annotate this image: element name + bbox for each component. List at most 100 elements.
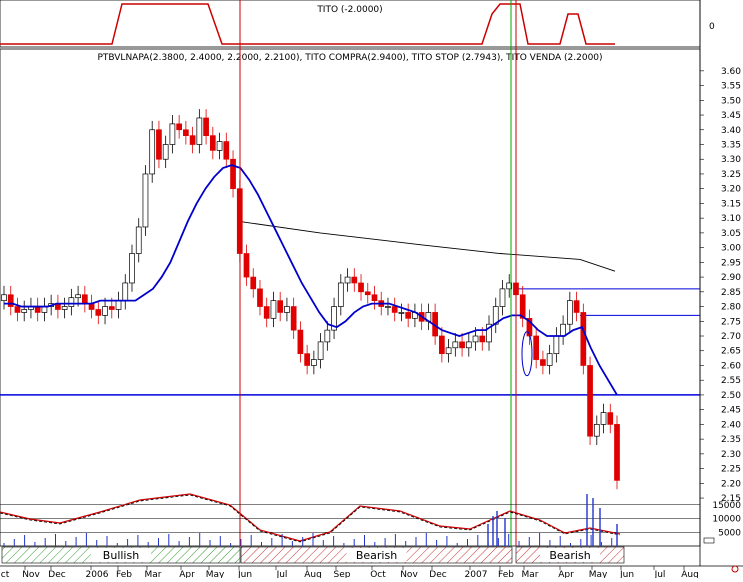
time-tick-label: Apr [558,570,574,578]
candle-up [324,329,331,343]
candle-down [573,300,580,313]
time-tick-label: May [206,570,225,578]
price-tick-label: 3.45 [721,111,741,121]
price-tick-label: 3.05 [721,229,741,239]
price-tick-label: 3.30 [721,155,741,165]
candle-down [405,312,412,319]
price-tick-label: 2.35 [721,435,741,445]
candle-down [540,359,546,366]
candle-down [263,306,270,319]
time-tick-label: Feb [498,570,514,578]
scroll-icon [703,537,715,544]
candle-down [607,412,614,425]
pattern-ellipse [521,331,533,377]
tito-line [0,3,615,45]
price-tick-label: 2.50 [721,391,741,401]
candle-up [75,294,81,299]
time-tick-label: Aug [681,570,699,578]
price-tick-label: 2.95 [721,258,741,268]
price-tick-label: 3.15 [721,199,741,209]
candle-down [364,291,371,296]
time-tick-label: Mar [145,570,162,578]
candle-up [169,123,176,145]
price-tick-label: 2.45 [721,406,741,416]
candle-down [479,335,486,343]
regime-label: Bearish [356,549,397,562]
time-tick-label: 2007 [465,570,488,578]
price-tick-label: 3.35 [721,140,741,150]
candle-up [486,323,492,343]
volume-tick-label: 15000 [712,501,741,511]
price-tick-label: 3.40 [721,126,741,136]
price-tick-label: 2.90 [721,273,741,283]
candle-down [176,123,182,131]
oscillator-line [0,493,621,542]
candle-down [580,312,587,366]
price-tick-label: 2.25 [721,465,741,475]
candle-up [61,306,68,310]
candle-up [216,141,223,151]
candle-down [7,294,14,307]
time-tick-label: ct [1,570,10,578]
candle-up [196,117,203,145]
time-tick-label: Feb [116,570,132,578]
candle-down [183,129,189,137]
regime-label-bg [346,548,407,562]
candle-up [465,341,472,349]
candle-down [257,288,263,307]
price-tick-label: 2.60 [721,361,741,371]
time-tick-label: Mar [522,570,539,578]
candle-down [203,117,209,137]
candle-up [600,412,607,425]
price-panel: PTBVLNAPA(2.3800, 2.4000, 2.2000, 2.2100… [97,53,602,63]
time-tick-label: Oct [370,570,386,578]
tito-indicator-panel: TITO (-2.0000) 0 [316,5,715,32]
candle-down [587,365,593,437]
long-average-line [236,220,616,272]
price-panel-border [0,48,701,547]
price-tick-label: 3.00 [721,244,741,254]
regime-label: Bearish [549,549,590,562]
candle-up [21,309,28,313]
close-icon [731,565,739,573]
regime-label-bg [91,548,151,562]
price-tick-label: 2.55 [721,376,741,386]
price-tick-label: 2.70 [721,332,741,342]
candle-down [439,335,445,355]
candle-down [95,309,102,316]
price-tick-label: 2.30 [721,450,741,460]
time-tick-label: Jul [654,570,666,578]
candle-up [560,323,566,337]
candle-up [344,276,351,284]
candle-down [108,306,115,310]
price-tick-label: 3.25 [721,170,741,180]
candle-down [290,306,297,331]
candle-down [189,135,196,145]
moving-average-line [4,164,618,396]
candle-down [519,294,526,319]
time-tick-label: Aug [304,570,322,578]
regime-label-bg [540,548,600,562]
time-tick-label: Dec [429,570,446,578]
candle-up [499,288,506,307]
candle-up [1,294,7,302]
time-tick-label: May [589,570,608,578]
candle-up [122,282,129,302]
candle-up [553,335,560,355]
price-panel-title: PTBVLNAPA(2.3800, 2.4000, 2.2000, 2.2100… [97,53,602,63]
price-tick-label: 2.85 [721,288,741,298]
candle-up [284,306,290,313]
time-tick-label: Jun [237,570,252,578]
price-tick-label: 2.75 [721,317,741,327]
candle-up [337,282,344,307]
candle-down [81,294,88,304]
tito-zero-label: 0 [709,22,715,32]
price-tick-label: 2.20 [721,479,741,489]
candle-up [452,341,459,349]
price-tick-label: 2.15 [721,494,741,504]
tito-title: TITO (-2.0000) [316,5,382,15]
time-tick-label: Jul [276,570,288,578]
